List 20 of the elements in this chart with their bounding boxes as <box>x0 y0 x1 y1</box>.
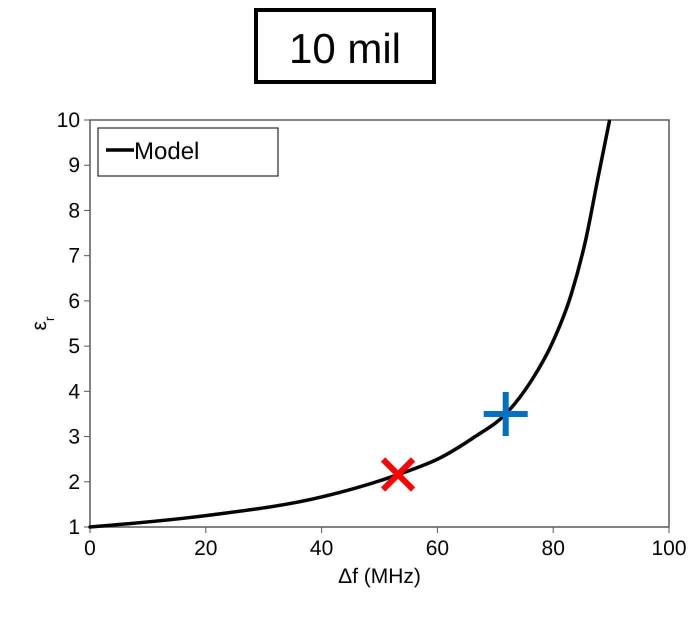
chart-title: 10 mil <box>288 25 402 72</box>
y-tick-label: 2 <box>68 470 80 494</box>
x-tick-label: 40 <box>310 537 334 560</box>
x-tick-label: 20 <box>194 537 218 560</box>
y-tick-label: 5 <box>68 335 80 358</box>
y-tick-label: 1 <box>68 516 80 539</box>
y-tick-label: 10 <box>56 109 80 132</box>
line-series <box>88 120 612 529</box>
x-tick-label: 100 <box>651 537 687 560</box>
legend-label: Model <box>134 138 200 165</box>
y-tick-label: 6 <box>68 290 80 313</box>
x-axis-title: Δf (MHz) <box>338 565 421 588</box>
y-tick-label: 9 <box>68 154 80 178</box>
x-tick-label: 0 <box>84 537 96 560</box>
x-tick-label: 80 <box>542 537 565 560</box>
y-tick-label: 7 <box>68 244 80 268</box>
x-tick-label: 60 <box>426 537 450 560</box>
y-tick-label: 3 <box>68 426 80 449</box>
y-tick-label: 8 <box>68 199 80 222</box>
y-tick-label: 4 <box>68 380 80 404</box>
